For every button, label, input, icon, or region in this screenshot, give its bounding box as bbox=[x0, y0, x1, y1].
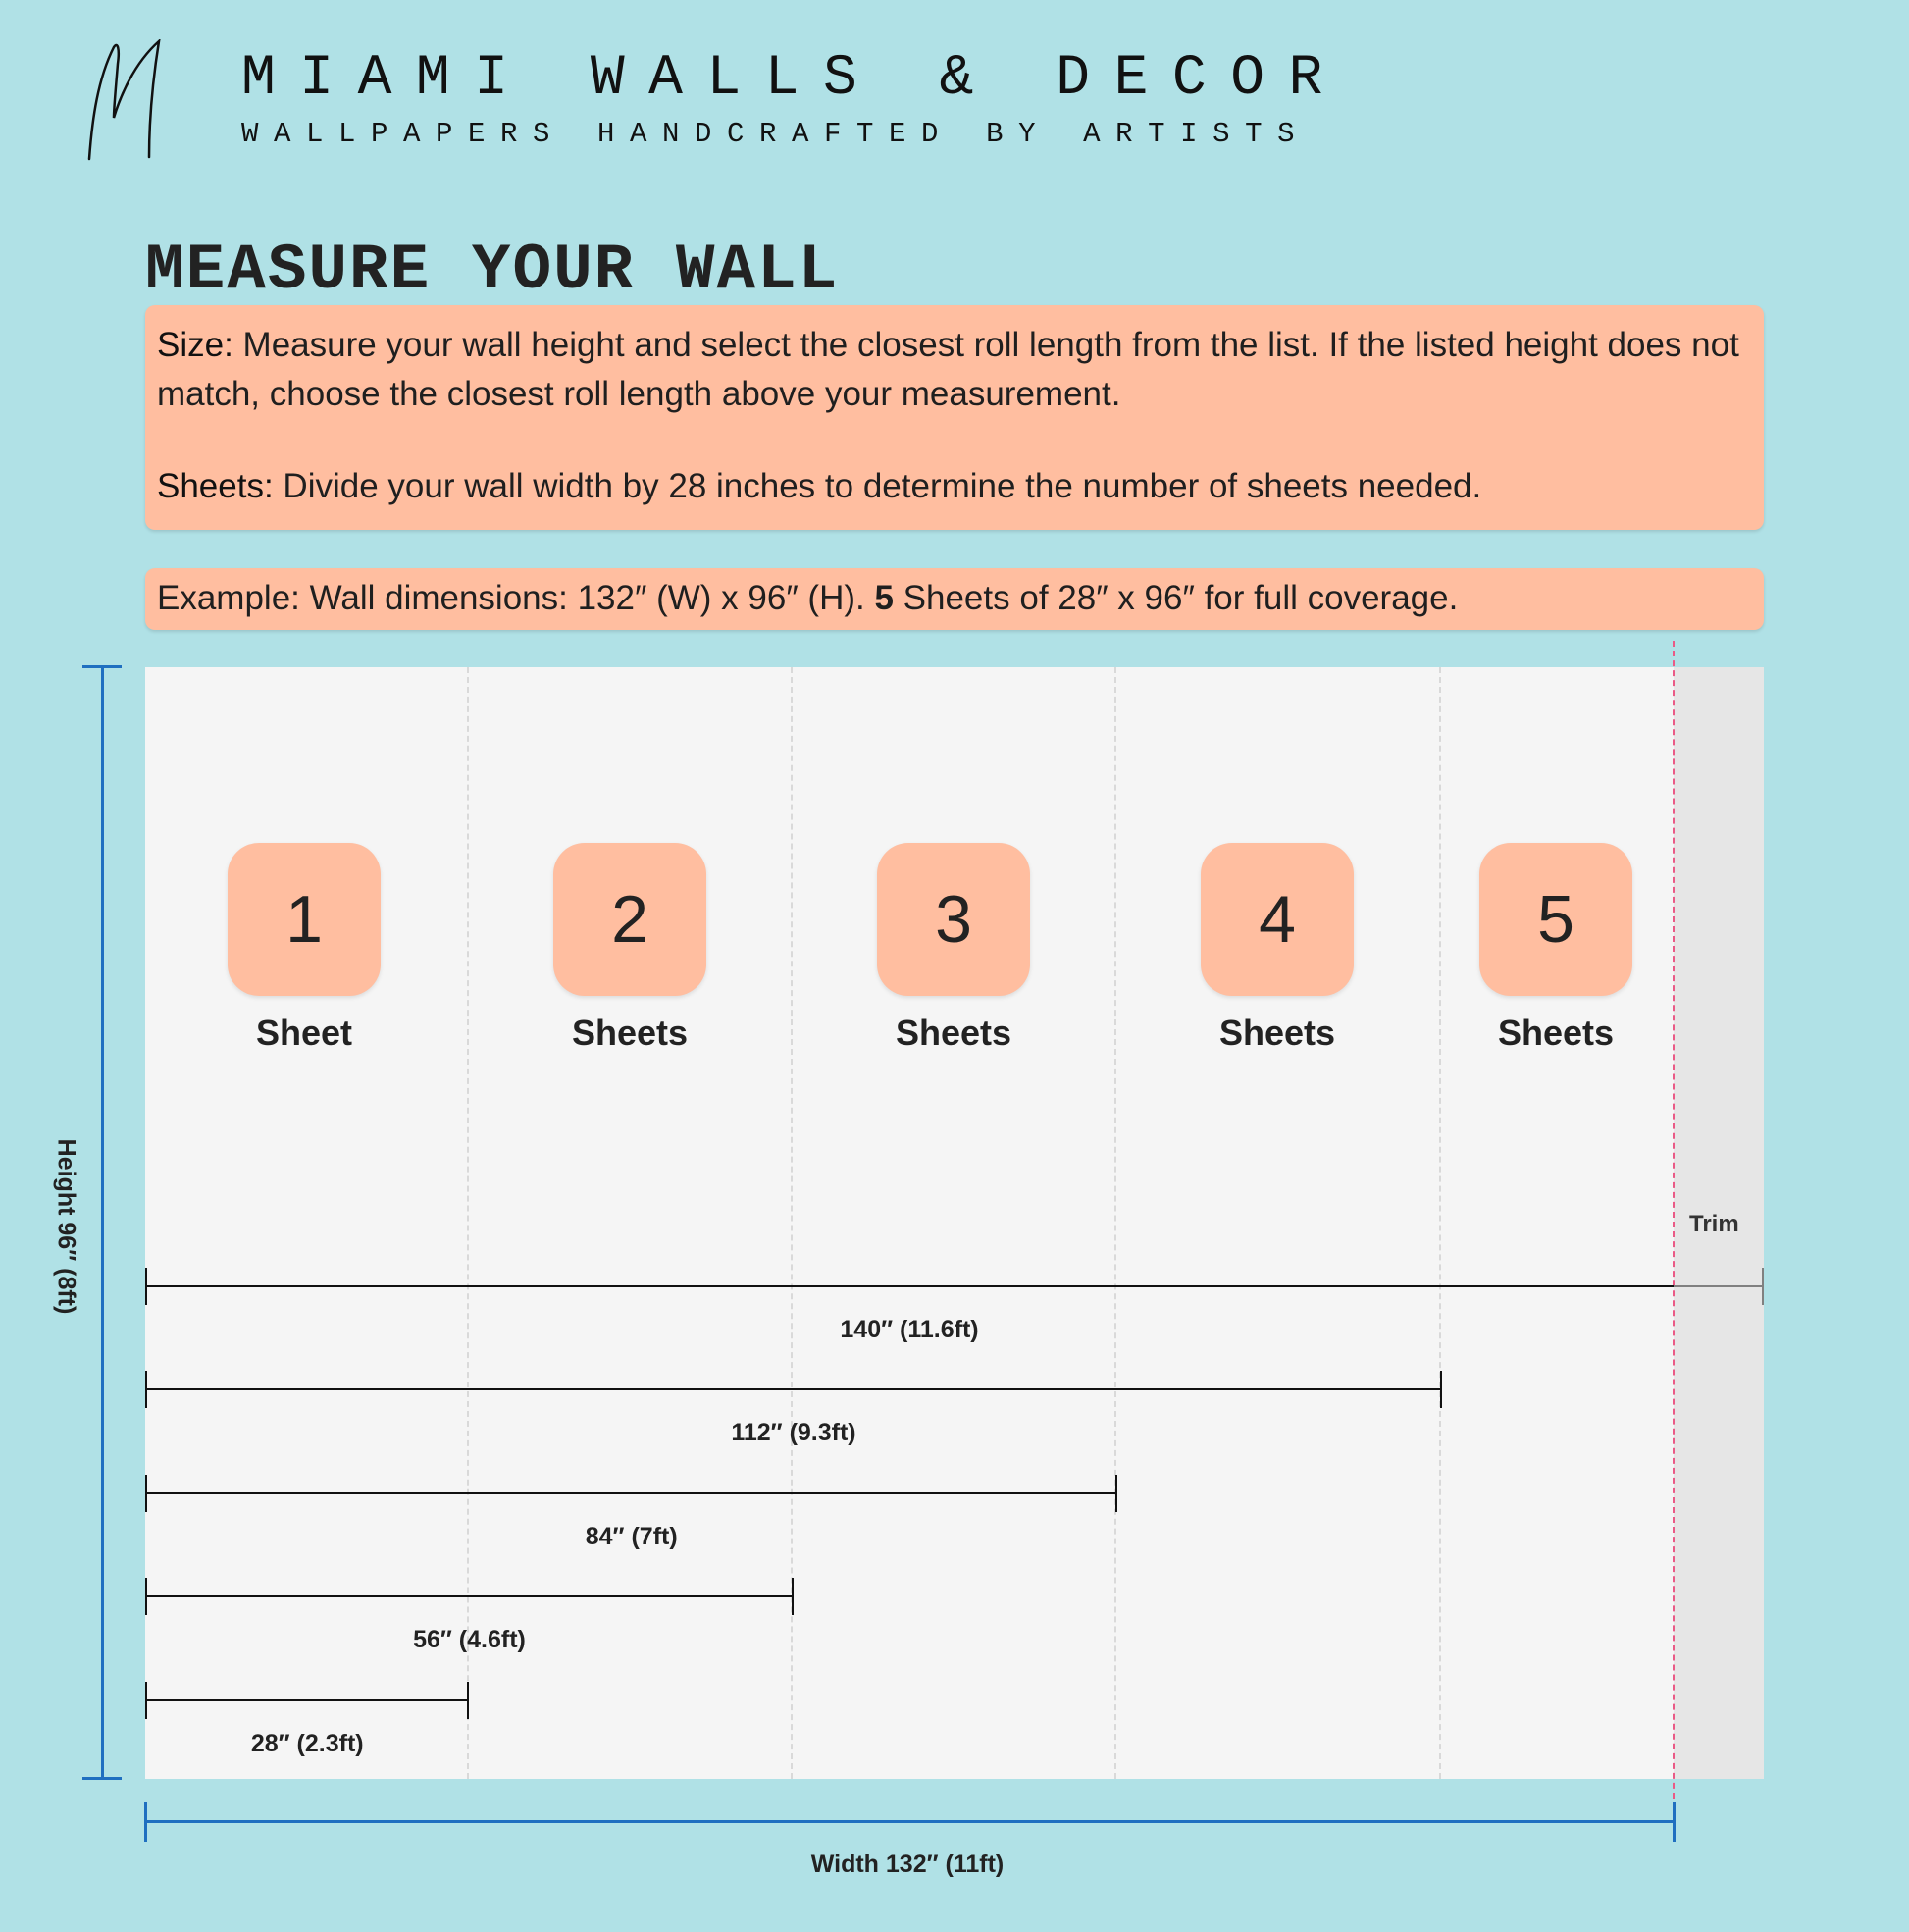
sheet-label: Sheet bbox=[255, 1013, 353, 1053]
sheet-label: Sheets bbox=[1218, 1013, 1336, 1053]
sheet-label: Sheets bbox=[571, 1013, 689, 1053]
measurement-bar-trim bbox=[1674, 1285, 1764, 1287]
measurement-label: 112″ (9.3ft) bbox=[731, 1419, 856, 1446]
size-text: Measure your wall height and select the … bbox=[157, 326, 1739, 413]
brand-name: MIAMI WALLS & DECOR bbox=[241, 47, 1347, 111]
sheet-badge-4: 4 bbox=[1201, 843, 1354, 996]
measurement-bar bbox=[145, 1595, 794, 1597]
width-cap-left bbox=[144, 1802, 147, 1842]
measurement-tick bbox=[791, 1578, 794, 1615]
sheets-text: Divide your wall width by 28 inches to d… bbox=[273, 467, 1482, 505]
measurement-bar bbox=[145, 1699, 470, 1701]
measurement-tick bbox=[145, 1578, 147, 1615]
width-cap-right bbox=[1673, 1802, 1676, 1842]
measurement-label: 84″ (7ft) bbox=[585, 1523, 678, 1550]
sheet-label: Sheets bbox=[1497, 1013, 1615, 1053]
measurement-label: 28″ (2.3ft) bbox=[250, 1730, 364, 1757]
size-instruction: Size: Measure your wall height and selec… bbox=[157, 321, 1752, 419]
measurement-tick bbox=[1762, 1268, 1764, 1305]
cut-line bbox=[1673, 641, 1675, 1808]
measurement-bar bbox=[145, 1285, 1674, 1287]
example-count: 5 bbox=[874, 579, 894, 617]
sheet-badge-1: 1 bbox=[228, 843, 381, 996]
measurement-bar bbox=[145, 1388, 1442, 1390]
measurement-tick bbox=[145, 1268, 147, 1305]
example-prefix: Example: Wall dimensions: 132″ (W) x 96″… bbox=[157, 579, 875, 617]
logo-m-signature bbox=[87, 39, 161, 161]
example-box: Example: Wall dimensions: 132″ (W) x 96″… bbox=[145, 568, 1764, 630]
height-cap-top bbox=[82, 665, 122, 668]
measurement-tick bbox=[1439, 1371, 1442, 1408]
trim-area bbox=[1674, 667, 1764, 1779]
sheet-divider bbox=[1114, 667, 1116, 1779]
sheets-instruction: Sheets: Divide your wall width by 28 inc… bbox=[157, 462, 1752, 511]
sheet-divider bbox=[467, 667, 469, 1779]
measurement-tick bbox=[467, 1682, 470, 1719]
measurement-label: 140″ (11.6ft) bbox=[840, 1316, 979, 1343]
height-cap-bottom bbox=[82, 1777, 122, 1780]
measurement-tick bbox=[145, 1371, 147, 1408]
measurement-tick bbox=[145, 1682, 147, 1719]
trim-label: Trim bbox=[1689, 1211, 1739, 1237]
sheet-label: Sheets bbox=[895, 1013, 1012, 1053]
width-dimension-line bbox=[145, 1820, 1674, 1823]
sheet-divider bbox=[791, 667, 793, 1779]
wall-diagram bbox=[145, 667, 1764, 1779]
measurement-tick bbox=[1115, 1475, 1118, 1512]
sheet-badge-3: 3 bbox=[877, 843, 1030, 996]
brand-tagline: WALLPAPERS HANDCRAFTED BY ARTISTS bbox=[241, 118, 1311, 150]
height-label: Height 96″ (8ft) bbox=[52, 1138, 80, 1315]
page-title: MEASURE YOUR WALL bbox=[145, 234, 840, 307]
measurement-bar bbox=[145, 1492, 1118, 1494]
sheets-label: Sheets: bbox=[157, 467, 274, 505]
width-label: Width 132″ (11ft) bbox=[810, 1851, 1005, 1878]
height-dimension-line bbox=[101, 666, 104, 1778]
measurement-tick bbox=[145, 1475, 147, 1512]
sheet-badge-2: 2 bbox=[553, 843, 706, 996]
measurement-label: 56″ (4.6ft) bbox=[413, 1626, 526, 1653]
size-label: Size: bbox=[157, 326, 233, 364]
sheet-divider bbox=[1439, 667, 1441, 1779]
sheet-badge-5: 5 bbox=[1479, 843, 1632, 996]
example-suffix: Sheets of 28″ x 96″ for full coverage. bbox=[893, 579, 1459, 617]
instructions-box: Size: Measure your wall height and selec… bbox=[145, 305, 1764, 530]
